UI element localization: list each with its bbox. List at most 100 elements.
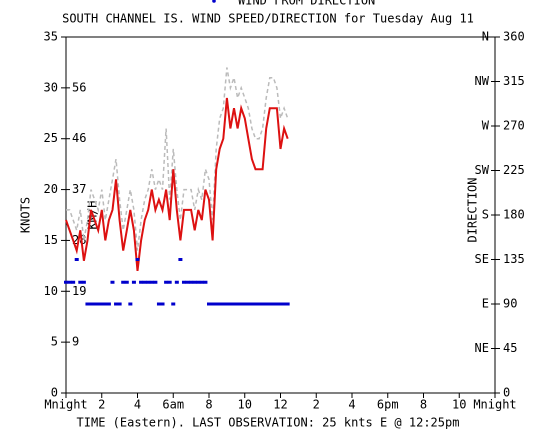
direction-point [85,302,90,306]
y2-tick-label: 180 [503,208,525,222]
y2-tick-label: 0 [503,386,510,400]
y2-axis-label: DIRECTION [466,177,480,242]
direction-point [121,280,126,284]
direction-point [106,302,111,306]
compass-tick-label: E [482,297,489,311]
direction-point [253,302,258,306]
y-tick-label: 30 [44,80,58,94]
direction-point [181,280,186,284]
direction-point [239,302,244,306]
direction-point [264,302,269,306]
compass-tick-label: SE [475,252,489,266]
direction-point [210,302,215,306]
y2-tick-label: 360 [503,30,525,44]
direction-point [167,280,172,284]
y-tick-label: 20 [44,182,58,196]
direction-point [246,302,251,306]
kmh-tick-label: 9 [72,335,79,349]
direction-point [282,302,287,306]
direction-point [228,302,233,306]
x-tick-label: 4 [134,398,141,412]
direction-point [71,280,76,284]
direction-point [203,280,208,284]
legend-marker [212,0,216,3]
y-tick-label: 35 [44,30,58,44]
x-tick-label: Mnight [473,398,516,412]
direction-point [196,280,201,284]
direction-point [214,302,219,306]
y-tick-label: 25 [44,131,58,145]
direction-point [178,258,183,261]
direction-point [232,302,237,306]
y-tick-label: 15 [44,233,58,247]
x-tick-label: 2 [313,398,320,412]
direction-point [64,280,68,284]
direction-point [81,280,86,284]
y2-tick-label: 135 [503,252,525,266]
y2-tick-label: 270 [503,119,525,133]
direction-point [110,280,115,284]
direction-point [257,302,262,306]
compass-tick-label: NE [475,341,489,355]
direction-point [267,302,272,306]
compass-tick-label: W [482,119,490,133]
x-tick-label: 8 [205,398,212,412]
direction-point [67,280,72,284]
direction-point [171,302,176,306]
gust-line [66,67,289,251]
y-tick-label: 10 [44,284,58,298]
speed-line [65,97,289,272]
direction-point [128,302,133,306]
x-tick-label: 8 [420,398,427,412]
direction-point [156,302,161,306]
direction-point [217,302,222,306]
compass-tick-label: S [482,208,489,222]
direction-point [131,280,136,284]
kmh-tick-label: 19 [72,284,86,298]
direction-point [135,258,140,261]
direction-point [89,302,94,306]
y2-tick-label: 90 [503,297,517,311]
direction-point [185,280,190,284]
direction-point [78,280,83,284]
direction-point [271,302,276,306]
kmh-tick-label: 46 [72,131,86,145]
direction-point [260,302,265,306]
direction-point [221,302,226,306]
chart-title: SOUTH CHANNEL IS. WIND SPEED/DIRECTION f… [62,12,474,26]
direction-point [189,280,194,284]
compass-tick-label: NW [475,74,490,88]
direction-point [174,280,179,284]
x-tick-label: 2 [98,398,105,412]
direction-point [242,302,247,306]
direction-point [96,302,101,306]
direction-point [285,302,290,306]
y2-tick-label: 315 [503,74,525,88]
y-tick-label: 5 [51,335,58,349]
y2-tick-label: 225 [503,163,525,177]
direction-point [146,280,151,284]
x-tick-label: Mnight [44,398,87,412]
x-tick-label: 10 [452,398,466,412]
direction-point [149,280,154,284]
direction-point [224,302,229,306]
direction-point [153,280,158,284]
direction-point [142,280,147,284]
compass-tick-label: SW [475,163,490,177]
direction-point [235,302,240,306]
direction-point [207,302,211,306]
y-tick-label: 0 [51,386,58,400]
compass-tick-label: N [482,30,489,44]
direction-point [103,302,108,306]
y-axis-label: KNOTS [19,197,33,233]
x-tick-label: 10 [238,398,252,412]
direction-point [114,302,119,306]
direction-point [160,302,165,306]
direction-point [99,302,104,306]
direction-point [164,280,169,284]
direction-point [139,280,144,284]
direction-point [92,302,97,306]
direction-point [124,280,129,284]
direction-point [249,302,254,306]
direction-point [278,302,283,306]
